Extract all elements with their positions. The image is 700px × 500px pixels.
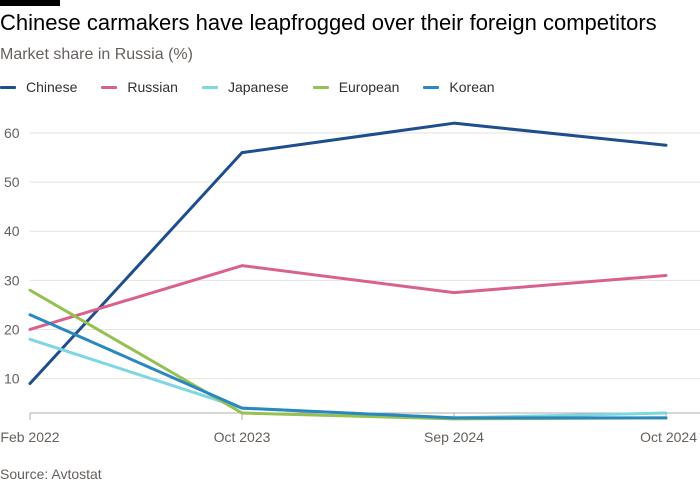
- legend-swatch: [312, 85, 329, 89]
- legend-label: Chinese: [26, 79, 78, 95]
- legend-label: Russian: [127, 79, 178, 95]
- x-tick-label: Oct 2024: [640, 429, 697, 445]
- series-line-chinese: [28, 121, 668, 386]
- legend-item-european: European: [312, 79, 400, 95]
- series-line-korean: [28, 313, 668, 420]
- x-tick-label: Feb 2022: [0, 429, 59, 445]
- chart-title: Chinese carmakers have leapfrogged over …: [0, 10, 657, 35]
- y-tick-label: 30: [4, 272, 20, 288]
- brand-bar: [0, 0, 60, 6]
- legend-label: European: [338, 79, 400, 95]
- x-tick-label: Sep 2024: [424, 429, 484, 445]
- legend: Chinese Russian Japanese European Korean: [0, 79, 495, 95]
- series-line-russian: [28, 264, 668, 331]
- legend-item-korean: Korean: [423, 79, 495, 95]
- legend-swatch: [101, 85, 118, 89]
- chart-subtitle: Market share in Russia (%): [0, 46, 193, 63]
- y-tick-label: 10: [4, 371, 20, 387]
- source-note: Source: Avtostat: [0, 466, 102, 482]
- legend-swatch: [201, 85, 218, 89]
- y-tick-label: 20: [4, 321, 20, 337]
- y-tick-label: 50: [4, 174, 20, 190]
- legend-item-chinese: Chinese: [0, 79, 77, 95]
- legend-swatch: [423, 85, 440, 89]
- y-tick-label: 60: [4, 125, 20, 141]
- legend-label: Korean: [449, 79, 495, 95]
- legend-item-russian: Russian: [101, 79, 178, 95]
- legend-label: Japanese: [227, 79, 289, 95]
- y-tick-label: 40: [4, 223, 20, 239]
- legend-item-japanese: Japanese: [201, 79, 289, 95]
- legend-swatch: [0, 85, 16, 89]
- x-tick-label: Oct 2023: [214, 429, 271, 445]
- series-line-european: [28, 288, 668, 421]
